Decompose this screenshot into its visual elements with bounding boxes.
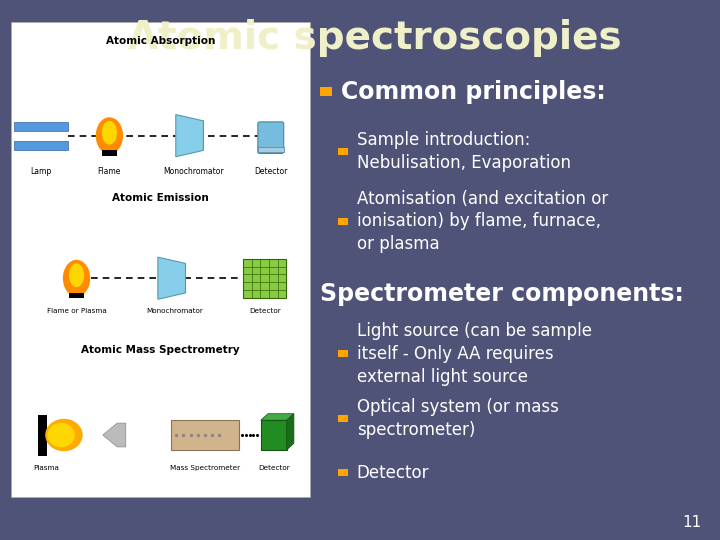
Text: Sample introduction:
Nebulisation, Evaporation: Sample introduction: Nebulisation, Evapo…	[357, 131, 571, 172]
Polygon shape	[176, 114, 204, 157]
Text: Detector: Detector	[254, 167, 287, 176]
Text: Flame: Flame	[98, 167, 121, 176]
FancyBboxPatch shape	[171, 420, 239, 450]
Ellipse shape	[45, 419, 83, 451]
Text: Lamp: Lamp	[30, 167, 51, 176]
Text: Detector: Detector	[357, 463, 429, 482]
Ellipse shape	[69, 264, 84, 287]
FancyBboxPatch shape	[258, 122, 284, 153]
Bar	[338, 147, 348, 155]
FancyBboxPatch shape	[11, 22, 310, 497]
Text: Atomic Emission: Atomic Emission	[112, 193, 209, 202]
Bar	[14, 141, 68, 150]
Text: Detector: Detector	[258, 465, 289, 471]
Text: Monochromator: Monochromator	[163, 167, 223, 176]
Text: Atomisation (and excitation or
ionisation) by flame, furnace,
or plasma: Atomisation (and excitation or ionisatio…	[357, 190, 608, 253]
Text: Atomic spectroscopies: Atomic spectroscopies	[127, 19, 621, 57]
Polygon shape	[158, 257, 186, 299]
Text: Spectrometer components:: Spectrometer components:	[320, 282, 684, 306]
Bar	[338, 469, 348, 476]
Bar	[261, 420, 287, 450]
Bar	[320, 87, 332, 96]
Bar	[102, 150, 117, 156]
Text: Flame or Plasma: Flame or Plasma	[47, 308, 107, 314]
Text: Atomic Mass Spectrometry: Atomic Mass Spectrometry	[81, 345, 240, 355]
Text: Optical system (or mass
spectrometer): Optical system (or mass spectrometer)	[357, 398, 559, 439]
Bar	[38, 415, 47, 456]
Text: Monochromator: Monochromator	[147, 308, 204, 314]
Text: Light source (can be sample
itself - Only AA requires
external light source: Light source (can be sample itself - Onl…	[357, 322, 592, 386]
Text: Mass Spectrometer: Mass Spectrometer	[170, 465, 240, 471]
Polygon shape	[261, 414, 294, 420]
Ellipse shape	[48, 423, 75, 447]
Bar	[338, 218, 348, 225]
Bar	[258, 147, 284, 152]
Polygon shape	[103, 423, 126, 447]
Bar	[14, 122, 68, 131]
Bar	[69, 293, 84, 299]
Text: Detector: Detector	[249, 308, 281, 314]
Bar	[243, 259, 287, 298]
Polygon shape	[287, 414, 294, 450]
Ellipse shape	[96, 117, 123, 154]
Bar	[338, 350, 348, 357]
Ellipse shape	[63, 260, 90, 296]
Text: Common principles:: Common principles:	[341, 80, 606, 104]
Text: Plasma: Plasma	[34, 465, 60, 471]
Ellipse shape	[102, 121, 117, 145]
Bar	[338, 415, 348, 422]
Text: Atomic Absorption: Atomic Absorption	[106, 36, 215, 46]
Text: 11: 11	[683, 515, 702, 530]
